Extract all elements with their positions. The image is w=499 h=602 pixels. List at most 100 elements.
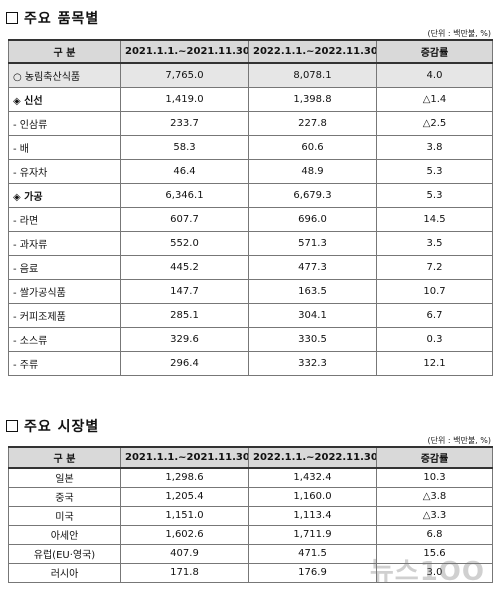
market-label: 유럽(EU·영국) — [8, 543, 121, 564]
section2-title-text: 주요 시장별 — [24, 419, 100, 435]
item-label: ◈ 신선 — [8, 86, 121, 112]
value-2022: 477.3 — [248, 254, 377, 280]
value-2022: 1,398.8 — [248, 86, 377, 112]
change-rate: 10.7 — [376, 278, 493, 304]
header-period-2022: 2022.1.1.~2022.11.30. — [248, 39, 377, 64]
section1-unit: (단위 : 백만불, %) — [427, 29, 491, 38]
value-2022: 8,078.1 — [248, 62, 377, 88]
section1-title-text: 주요 품목별 — [24, 11, 100, 27]
table-row: - 커피조제품 285.1 304.1 6.7 — [8, 302, 493, 328]
value-2021: 329.6 — [120, 326, 249, 352]
change-rate: 3.5 — [376, 230, 493, 256]
table-row: - 음료 445.2 477.3 7.2 — [8, 254, 493, 280]
table-row: 일본 1,298.6 1,432.4 10.3 — [8, 467, 493, 488]
checkbox-square-icon — [6, 12, 18, 24]
table-row: 미국 1,151.0 1,113.4 △3.3 — [8, 505, 493, 526]
value-2021: 7,765.0 — [120, 62, 249, 88]
change-rate: 6.7 — [376, 302, 493, 328]
item-label: - 라면 — [8, 206, 121, 232]
value-2021: 285.1 — [120, 302, 249, 328]
table-row: ◈ 가공 6,346.1 6,679.3 5.3 — [8, 182, 493, 208]
item-label: ○ 농림축산식품 — [8, 62, 121, 88]
value-2021: 1,298.6 — [120, 467, 249, 488]
value-2022: 332.3 — [248, 350, 377, 376]
item-label: - 소스류 — [8, 326, 121, 352]
value-2022: 471.5 — [248, 543, 377, 564]
table-row: - 유자차 46.4 48.9 5.3 — [8, 158, 493, 184]
table-row: 러시아 171.8 176.9 3.0 — [8, 562, 493, 583]
table-row: 중국 1,205.4 1,160.0 △3.8 — [8, 486, 493, 507]
header-period-2022: 2022.1.1.~2022.11.30. — [248, 446, 377, 469]
value-2021: 552.0 — [120, 230, 249, 256]
value-2022: 163.5 — [248, 278, 377, 304]
header-category: 구 분 — [8, 39, 121, 64]
value-2022: 48.9 — [248, 158, 377, 184]
markets-table: 구 분 2021.1.1.~2021.11.30. 2022.1.1.~2022… — [8, 446, 493, 583]
items-table-header: 구 분 2021.1.1.~2021.11.30. 2022.1.1.~2022… — [8, 39, 493, 64]
change-rate: 5.3 — [376, 182, 493, 208]
item-label: - 음료 — [8, 254, 121, 280]
change-rate: 7.2 — [376, 254, 493, 280]
item-label: - 과자류 — [8, 230, 121, 256]
change-rate: △3.8 — [376, 486, 493, 507]
value-2021: 445.2 — [120, 254, 249, 280]
value-2021: 147.7 — [120, 278, 249, 304]
value-2022: 1,113.4 — [248, 505, 377, 526]
change-rate: 3.0 — [376, 562, 493, 583]
table-row: - 소스류 329.6 330.5 0.3 — [8, 326, 493, 352]
value-2022: 227.8 — [248, 110, 377, 136]
table-row: - 주류 296.4 332.3 12.1 — [8, 350, 493, 376]
value-2021: 6,346.1 — [120, 182, 249, 208]
header-category: 구 분 — [8, 446, 121, 469]
value-2022: 6,679.3 — [248, 182, 377, 208]
value-2022: 571.3 — [248, 230, 377, 256]
value-2021: 58.3 — [120, 134, 249, 160]
value-2021: 46.4 — [120, 158, 249, 184]
change-rate: △1.4 — [376, 86, 493, 112]
table-row: - 라면 607.7 696.0 14.5 — [8, 206, 493, 232]
change-rate: 6.8 — [376, 524, 493, 545]
value-2021: 407.9 — [120, 543, 249, 564]
section2-unit: (단위 : 백만불, %) — [427, 436, 491, 445]
items-table: 구 분 2021.1.1.~2021.11.30. 2022.1.1.~2022… — [8, 39, 493, 376]
value-2022: 176.9 — [248, 562, 377, 583]
value-2021: 296.4 — [120, 350, 249, 376]
value-2021: 1,205.4 — [120, 486, 249, 507]
header-period-2021: 2021.1.1.~2021.11.30. — [120, 39, 249, 64]
value-2021: 1,419.0 — [120, 86, 249, 112]
value-2022: 60.6 — [248, 134, 377, 160]
item-label: - 배 — [8, 134, 121, 160]
value-2021: 233.7 — [120, 110, 249, 136]
news-watermark: 뉴스1OO — [369, 557, 485, 587]
header-change-rate: 증감률 — [376, 446, 493, 469]
value-2021: 607.7 — [120, 206, 249, 232]
value-2022: 696.0 — [248, 206, 377, 232]
value-2022: 1,160.0 — [248, 486, 377, 507]
market-label: 미국 — [8, 505, 121, 526]
section2-title: 주요 시장별 — [6, 416, 99, 436]
item-label: - 인삼류 — [8, 110, 121, 136]
value-2021: 1,151.0 — [120, 505, 249, 526]
item-label: - 쌀가공식품 — [8, 278, 121, 304]
item-label: - 커피조제품 — [8, 302, 121, 328]
value-2022: 330.5 — [248, 326, 377, 352]
change-rate: 10.3 — [376, 467, 493, 488]
change-rate: 3.8 — [376, 134, 493, 160]
table-row: 아세안 1,602.6 1,711.9 6.8 — [8, 524, 493, 545]
item-label: - 유자차 — [8, 158, 121, 184]
change-rate: △3.3 — [376, 505, 493, 526]
change-rate: 0.3 — [376, 326, 493, 352]
table-row: - 배 58.3 60.6 3.8 — [8, 134, 493, 160]
table-row: ○ 농림축산식품 7,765.0 8,078.1 4.0 — [8, 62, 493, 88]
table-row: - 과자류 552.0 571.3 3.5 — [8, 230, 493, 256]
item-label: - 주류 — [8, 350, 121, 376]
header-change-rate: 증감률 — [376, 39, 493, 64]
market-label: 중국 — [8, 486, 121, 507]
markets-table-header: 구 분 2021.1.1.~2021.11.30. 2022.1.1.~2022… — [8, 446, 493, 469]
market-label: 러시아 — [8, 562, 121, 583]
change-rate: 5.3 — [376, 158, 493, 184]
change-rate: △2.5 — [376, 110, 493, 136]
header-period-2021: 2021.1.1.~2021.11.30. — [120, 446, 249, 469]
table-row: - 인삼류 233.7 227.8 △2.5 — [8, 110, 493, 136]
table-row: - 쌀가공식품 147.7 163.5 10.7 — [8, 278, 493, 304]
